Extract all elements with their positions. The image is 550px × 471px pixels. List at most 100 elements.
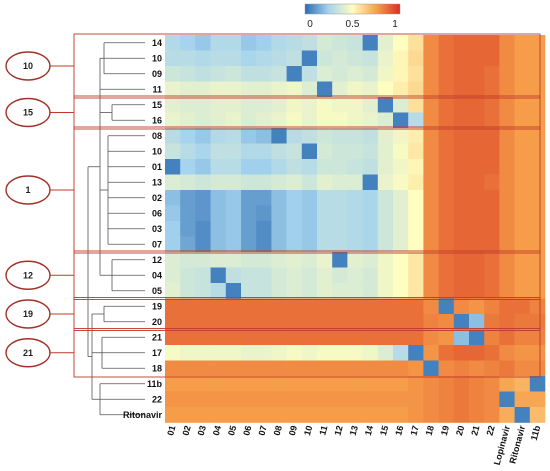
heatmap-cell <box>438 128 455 144</box>
cluster-label: 10 <box>23 61 33 71</box>
heatmap-cell <box>165 267 181 284</box>
heatmap-cell <box>317 205 333 222</box>
heatmap-cell <box>195 190 211 206</box>
heatmap-cell <box>377 283 394 299</box>
heatmap-cell <box>301 159 318 175</box>
heatmap-cell <box>469 283 485 299</box>
heatmap-cell <box>393 360 409 377</box>
heatmap-cell <box>423 345 439 361</box>
heatmap-cell <box>332 205 348 222</box>
heatmap-cell <box>210 159 227 175</box>
heatmap-cell <box>286 267 303 284</box>
heatmap-cell <box>301 81 318 98</box>
cluster-label: 15 <box>23 108 33 118</box>
heatmap-cell <box>423 143 439 160</box>
column-label: 03 <box>196 424 208 436</box>
heatmap-cell <box>377 360 394 377</box>
heatmap-cell <box>484 50 500 67</box>
heatmap-cell <box>408 283 424 299</box>
heatmap-cell <box>393 97 409 113</box>
heatmap-cell <box>438 283 455 299</box>
heatmap-cell <box>499 236 515 253</box>
heatmap-cell <box>210 407 227 423</box>
heatmap-cell <box>393 128 409 144</box>
heatmap-cell <box>438 35 455 51</box>
heatmap-cell <box>408 391 424 408</box>
row-label: 11 <box>152 84 162 94</box>
heatmap-cell <box>377 97 394 113</box>
heatmap-cell <box>453 345 470 361</box>
heatmap-cell <box>165 391 181 408</box>
heatmap-cell <box>514 376 531 392</box>
heatmap-cell <box>347 267 363 284</box>
row-label: 11b <box>147 379 163 389</box>
heatmap-cell <box>408 128 424 144</box>
heatmap-cell <box>484 190 500 206</box>
column-label: 11 <box>317 424 329 436</box>
heatmap-cell <box>453 283 470 299</box>
heatmap-cell <box>180 360 196 377</box>
heatmap-cell <box>529 221 546 237</box>
heatmap-cell <box>529 128 546 144</box>
heatmap-cell <box>286 112 303 129</box>
heatmap-cell <box>438 159 455 175</box>
heatmap-cell <box>377 143 394 160</box>
heatmap-cell <box>423 35 439 51</box>
heatmap-cell <box>241 143 257 160</box>
heatmap-cell <box>438 391 455 408</box>
heatmap-cell <box>225 391 242 408</box>
heatmap-cell <box>484 345 500 361</box>
heatmap-cell <box>423 314 439 330</box>
heatmap-cell <box>408 252 424 268</box>
heatmap-cell <box>241 345 257 361</box>
heatmap-cell <box>347 35 363 51</box>
heatmap-cell <box>195 112 211 129</box>
heatmap-cell <box>499 81 515 98</box>
heatmap-cell <box>195 66 211 82</box>
heatmap-cell <box>180 329 196 346</box>
heatmap-cell <box>165 283 181 299</box>
heatmap-cell <box>317 283 333 299</box>
heatmap-cell <box>514 66 531 82</box>
heatmap-cell <box>469 298 485 315</box>
heatmap-cell <box>317 50 333 67</box>
heatmap-cell <box>241 205 257 222</box>
heatmap-cell <box>408 267 424 284</box>
heatmap-cell <box>301 97 318 113</box>
heatmap-cell <box>362 252 379 268</box>
heatmap-cell <box>165 143 181 160</box>
heatmap-cell <box>514 190 531 206</box>
heatmap-cell <box>377 190 394 206</box>
heatmap-cell <box>180 190 196 206</box>
heatmap-cell <box>165 314 181 330</box>
heatmap-cell <box>317 97 333 113</box>
heatmap-cell <box>256 112 272 129</box>
heatmap-cell <box>499 407 515 423</box>
heatmap-cell <box>180 174 196 191</box>
heatmap-cell <box>301 391 318 408</box>
heatmap-cell <box>241 81 257 98</box>
heatmap-cell <box>423 329 439 346</box>
heatmap-cell <box>362 267 379 284</box>
heatmap-cell <box>514 97 531 113</box>
heatmap-cell <box>393 112 409 129</box>
heatmap-cell <box>210 97 227 113</box>
heatmap-cell <box>241 298 257 315</box>
heatmap-cell <box>195 221 211 237</box>
heatmap-cell <box>484 35 500 51</box>
heatmap-cell <box>499 97 515 113</box>
heatmap-cell <box>362 283 379 299</box>
heatmap-cell <box>317 112 333 129</box>
heatmap-cell <box>423 283 439 299</box>
heatmap-cell <box>286 236 303 253</box>
cluster-label: 19 <box>23 309 33 319</box>
heatmap-cell <box>180 314 196 330</box>
heatmap-cell <box>347 205 363 222</box>
heatmap-cell <box>241 190 257 206</box>
heatmap-cell <box>301 35 318 51</box>
heatmap-cell <box>332 283 348 299</box>
heatmap-cell <box>225 66 242 82</box>
heatmap-cell <box>408 190 424 206</box>
heatmap-cell <box>469 112 485 129</box>
